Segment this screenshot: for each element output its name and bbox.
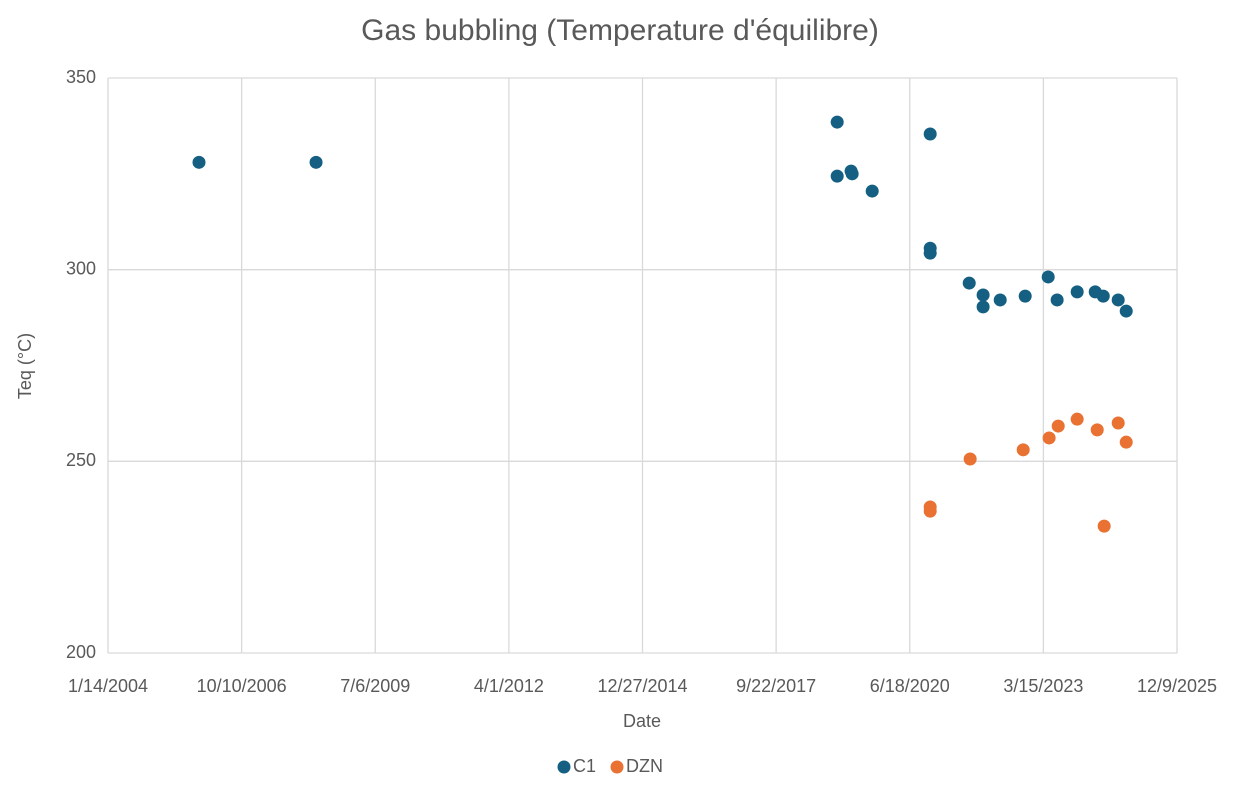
- point: [1096, 289, 1110, 303]
- point: [1051, 419, 1065, 433]
- point: [1119, 304, 1133, 318]
- point: [1016, 443, 1030, 457]
- x-tick-label: 9/22/2017: [736, 676, 816, 696]
- x-tick-label: 7/6/2009: [340, 676, 410, 696]
- point: [1119, 435, 1133, 449]
- legend-label: DZN: [626, 756, 663, 776]
- y-tick-label: 300: [66, 258, 96, 278]
- point: [923, 246, 937, 260]
- point: [1111, 293, 1125, 307]
- x-tick-label: 4/1/2012: [474, 676, 544, 696]
- point: [1050, 293, 1064, 307]
- point: [963, 452, 977, 466]
- point: [1070, 412, 1084, 426]
- legend-marker: [610, 760, 624, 774]
- x-tick-label: 3/15/2023: [1003, 676, 1083, 696]
- point: [192, 155, 206, 169]
- legend-marker: [557, 760, 571, 774]
- x-axis-title: Date: [623, 711, 661, 731]
- point: [1041, 270, 1055, 284]
- point: [830, 115, 844, 129]
- point: [1111, 416, 1125, 430]
- x-tick-label: 10/10/2006: [197, 676, 287, 696]
- y-tick-label: 200: [66, 642, 96, 662]
- point: [923, 504, 937, 518]
- point: [1090, 423, 1104, 437]
- point: [923, 127, 937, 141]
- y-tick-label: 250: [66, 450, 96, 470]
- point: [865, 184, 879, 198]
- point: [1042, 431, 1056, 445]
- point: [962, 276, 976, 290]
- x-tick-label: 6/18/2020: [870, 676, 950, 696]
- legend-label: C1: [573, 756, 596, 776]
- chart-title: Gas bubbling (Temperature d'équilibre): [361, 14, 879, 47]
- point: [845, 167, 859, 181]
- x-tick-label: 1/14/2004: [68, 676, 148, 696]
- x-tick-label: 12/27/2014: [597, 676, 687, 696]
- point: [830, 169, 844, 183]
- point: [993, 293, 1007, 307]
- point: [309, 155, 323, 169]
- point: [976, 300, 990, 314]
- point: [1018, 289, 1032, 303]
- point: [1097, 519, 1111, 533]
- y-tick-label: 350: [66, 67, 96, 87]
- point: [976, 288, 990, 302]
- x-tick-label: 12/9/2025: [1137, 676, 1217, 696]
- y-axis-title: Teq (°C): [15, 333, 35, 399]
- point: [1070, 285, 1084, 299]
